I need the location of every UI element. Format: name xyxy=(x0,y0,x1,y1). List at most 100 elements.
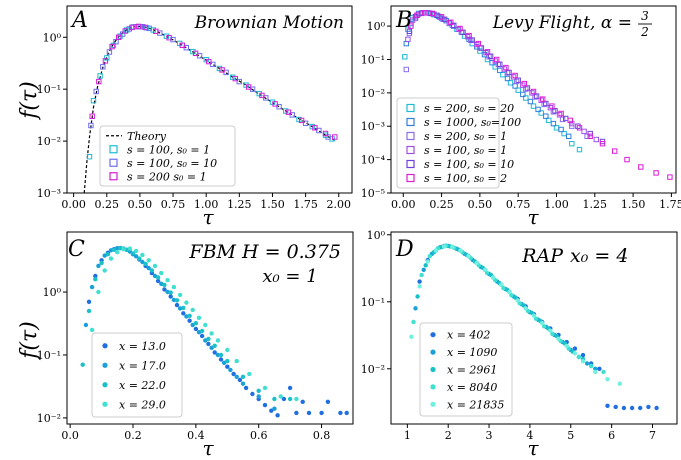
panel-a-theory-line xyxy=(83,25,337,194)
panel-d-xtick-label: 1 xyxy=(404,429,411,442)
panel-c-series-1-point xyxy=(240,381,246,386)
panel-d-xtick-label: 2 xyxy=(445,429,452,442)
panel-c-series-1-point xyxy=(83,322,89,328)
panel-d-series-3-point xyxy=(501,285,506,291)
panel-d-frame xyxy=(390,231,678,425)
panel-b-series-5-point xyxy=(484,49,491,55)
panel-b-series-4-point xyxy=(412,14,419,20)
panel-c-series-3-point xyxy=(225,347,230,353)
panel-d-series-1-point xyxy=(413,306,418,311)
panel-b-series-4-point xyxy=(497,61,503,67)
panel-a-series-3-point xyxy=(153,28,159,35)
panel-a-series-2-point xyxy=(316,127,322,134)
panel-a-series-3-point xyxy=(312,125,318,131)
panel-c-series-0-point xyxy=(231,371,236,377)
panel-b-series-5-point xyxy=(422,10,428,16)
panel-c: 0.0 0.2 0.4 0.6 0.8 10⁻² 10⁻¹ 10⁰ C FBM H = 0.3… xyxy=(17,231,354,460)
panel-d-series-4-point xyxy=(617,381,622,386)
panel-b-series-1-point xyxy=(543,113,549,119)
panel-b-marks xyxy=(402,10,673,180)
panel-b-series-5-point xyxy=(494,56,500,63)
panel-d-legend-swatch xyxy=(430,384,436,390)
panel-c-series-2-point xyxy=(225,358,230,364)
panel-a-xtick-label: 1.00 xyxy=(194,198,219,211)
panel-b-xtick-label: 1.75 xyxy=(659,198,681,211)
panel-b-xtick-label: 1.25 xyxy=(583,198,608,211)
panel-c-series-2-point xyxy=(218,352,224,358)
panel-c-legend-swatch xyxy=(102,343,108,349)
panel-c-series-2-point xyxy=(137,256,142,261)
panel-b-series-4-point xyxy=(460,29,466,36)
panel-b-series-1-point xyxy=(558,126,564,133)
panel-c-legend: x = 13.0 x = 17.0 x = 22.0 x = 29.0 xyxy=(91,332,183,418)
panel-b-series-2-point xyxy=(541,101,547,108)
panel-c-series-2-point xyxy=(130,251,136,256)
panel-a-series-1-point xyxy=(90,98,97,104)
panel-b-series-1-point xyxy=(497,67,503,74)
panel-d-series-4-point xyxy=(515,298,520,303)
panel-a-series-1-point xyxy=(97,73,103,79)
panel-b-xtick-label: 0.75 xyxy=(506,198,531,211)
panel-b-series-0-point xyxy=(477,48,483,54)
panel-a-frame xyxy=(66,5,353,194)
panel-b-legend-label: s = 100, s₀ = 2 xyxy=(424,172,507,185)
panel-d-series-0-point xyxy=(613,404,618,410)
panel-a-series-2-point xyxy=(302,120,309,126)
panel-a-series-2-point xyxy=(100,64,106,70)
panel-d-legend-box xyxy=(419,322,513,417)
panel-b-series-5-point xyxy=(466,32,472,39)
panel-b-xtick-label: 1.00 xyxy=(544,198,569,211)
panel-b-ytick-label: 10⁻⁴ xyxy=(361,154,386,167)
panel-b-series-1-point xyxy=(466,36,472,43)
panel-c-series-3-point xyxy=(115,250,120,255)
panel-d-xlabel: τ xyxy=(527,436,539,460)
panel-c-series-0-point xyxy=(325,399,331,404)
panel-b-series-3-point xyxy=(455,26,462,33)
panel-d-series-3-point xyxy=(576,354,582,360)
panel-b-series-5-point xyxy=(612,148,618,154)
panel-a-series-1-point xyxy=(86,154,93,160)
panel-b-letter: B xyxy=(395,8,412,33)
panel-b-legend-label: s = 200, s₀ = 20 xyxy=(424,102,514,115)
panel-a-series-3-point xyxy=(142,24,148,31)
panel-d-series-4-point xyxy=(474,260,479,266)
panel-b-legend-swatch xyxy=(406,103,415,113)
panel-d-series-3-point xyxy=(419,272,424,278)
panel-b-series-0-point xyxy=(507,80,514,86)
panel-b-series-4-point xyxy=(506,69,512,76)
panel-c-series-1-point xyxy=(256,394,261,399)
panel-d-series-3-point xyxy=(509,293,514,298)
panel-c-marks xyxy=(80,245,349,418)
panel-a-xtick-label: 1.25 xyxy=(227,198,252,211)
panel-b-series-5-point xyxy=(457,25,463,32)
panel-d-xtick-label: 5 xyxy=(567,429,574,442)
panel-b-legend-swatch xyxy=(406,117,415,127)
panel-d-ytick-label: 10⁰ xyxy=(367,229,386,242)
panel-a-series-3-point xyxy=(129,24,135,31)
panel-c-series-2-point xyxy=(86,308,92,314)
panel-d-legend-label: x = 21835 xyxy=(447,398,504,411)
panel-d-xtick-label: 3 xyxy=(486,429,493,442)
panel-d-legend: x = 402 x = 1090 x = 2961 x = 8040 x = 21835 xyxy=(419,322,513,417)
panel-d: 1 2 3 4 5 6 7 10⁻² 10⁻¹ 10⁰ D RAP x₀ = 4 τ x = 40… xyxy=(361,229,678,460)
panel-a-legend-swatch xyxy=(109,158,118,167)
panel-c-series-0-point xyxy=(93,273,98,279)
panel-a-series-1-point xyxy=(104,55,110,61)
panel-a-series-3-point xyxy=(135,23,142,30)
panel-b-series-4-point xyxy=(406,28,413,35)
panel-d-series-2-point xyxy=(423,263,428,268)
panel-d-series-4-point xyxy=(523,306,528,311)
panel-b-series-3-point xyxy=(529,90,535,96)
panel-b-series-1-point xyxy=(527,98,534,105)
panel-c-series-0-point xyxy=(162,287,167,292)
panel-d-series-0-point xyxy=(605,403,610,408)
panel-c-series-0-point xyxy=(218,357,224,362)
panel-c-ytick-label: 10⁻² xyxy=(37,412,61,425)
panel-b-series-5-point xyxy=(503,64,509,71)
panel-d-legend-label: x = 2961 xyxy=(447,364,497,377)
panel-d-series-3-point xyxy=(589,363,594,369)
panel-d-series-0-point xyxy=(629,405,635,411)
panel-a-series-3-point xyxy=(272,101,278,107)
panel-c-series-2-point xyxy=(256,388,261,393)
panel-c-series-0-point xyxy=(181,311,186,316)
